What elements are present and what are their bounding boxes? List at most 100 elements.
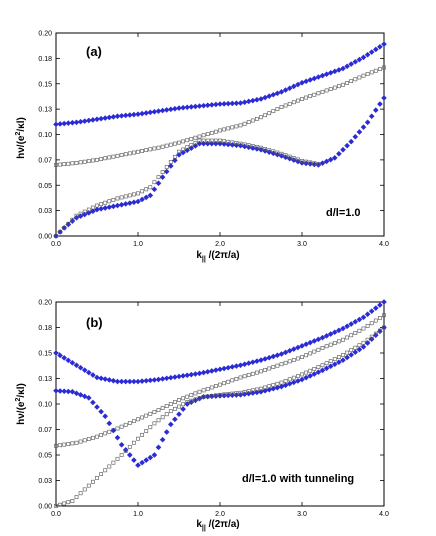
data-point-a-series-2 [327, 156, 334, 163]
data-point-b-series-2 [319, 367, 326, 374]
data-point-b-series-3 [267, 384, 272, 389]
data-point-a-series-1 [312, 92, 317, 97]
annotation-b: d/l=1.0 with tunneling [242, 473, 354, 485]
data-point-a-series-3 [152, 180, 157, 185]
data-point-a-series-3 [164, 165, 169, 169]
data-point-a-series-1 [353, 77, 358, 82]
x-tick-label-a: 4.0 [379, 241, 389, 248]
data-point-b-series-1 [160, 406, 165, 410]
data-point-b-series-3 [123, 449, 128, 453]
data-point-b-series-2 [155, 444, 162, 451]
data-point-b-series-1 [361, 326, 366, 331]
data-point-a-series-3 [308, 160, 313, 165]
data-point-a-series-3 [91, 205, 95, 210]
data-point-b-series-0 [196, 370, 203, 377]
data-point-b-series-1 [336, 339, 341, 344]
data-point-a-series-2 [172, 157, 178, 164]
data-point-b-series-3 [308, 368, 313, 373]
x-ticks-b: 0.0 1.0 2.0 3.0 4.0 [51, 302, 389, 518]
data-point-a-series-3 [246, 143, 251, 148]
data-point-b-series-3 [70, 498, 75, 503]
data-point-b-series-3 [54, 504, 58, 508]
data-point-b-series-1 [91, 435, 95, 440]
data-point-b-series-1 [177, 398, 181, 402]
data-point-b-series-1 [181, 396, 186, 401]
data-point-b-series-1 [152, 410, 157, 414]
data-point-a-series-3 [173, 154, 177, 159]
data-point-a-series-1 [144, 148, 149, 153]
data-point-a-series-0 [143, 110, 150, 116]
data-point-b-series-0 [213, 367, 219, 374]
data-point-a-series-1 [160, 144, 165, 149]
y-tick-label-b: 0.05 [38, 453, 52, 460]
y-tick-label-b: 0.18 [38, 325, 52, 332]
data-point-a-series-0 [110, 113, 117, 120]
data-point-a-series-0 [90, 117, 96, 123]
data-point-b-series-3 [234, 391, 239, 396]
data-point-b-series-1 [140, 415, 145, 420]
y-tick-label-b: 0.00 [38, 504, 52, 511]
data-point-a-series-0 [356, 56, 363, 63]
data-point-b-series-3 [242, 390, 247, 394]
data-point-a-series-2 [331, 154, 338, 161]
data-point-a-series-3 [259, 145, 263, 150]
data-point-b-series-0 [172, 374, 178, 380]
data-point-b-series-1 [246, 373, 251, 377]
panel-label-a: (a) [86, 44, 102, 59]
data-point-b-series-1 [250, 371, 255, 376]
data-point-a-series-3 [271, 149, 276, 154]
data-point-b-series-0 [176, 373, 182, 380]
data-point-a-series-2 [114, 202, 121, 209]
data-point-b-series-3 [361, 340, 366, 345]
y-tick-label-a: 0.07 [38, 157, 52, 164]
data-point-a-series-3 [123, 194, 128, 199]
data-point-a-series-3 [226, 139, 231, 144]
data-point-a-series-2 [372, 107, 379, 114]
data-point-b-series-1 [144, 413, 149, 418]
data-point-b-series-3 [99, 472, 104, 477]
data-point-b-series-0 [286, 347, 293, 354]
panel-a: 0.00 0.03 0.05 0.07 0.10 0.13 0.15 0.18 0.20 0.0… [15, 31, 389, 264]
annotation-a: d/l=1.0 [326, 207, 361, 219]
data-point-b-series-2 [90, 399, 96, 406]
data-point-b-series-3 [300, 372, 304, 377]
data-point-b-series-3 [291, 375, 296, 380]
data-point-a-series-2 [159, 174, 166, 181]
data-point-a-series-1 [74, 161, 79, 165]
data-point-b-series-3 [377, 328, 382, 333]
data-point-b-series-2 [340, 357, 346, 364]
data-point-b-series-1 [295, 356, 300, 361]
data-point-b-series-0 [295, 344, 301, 351]
data-point-b-series-2 [336, 359, 342, 366]
data-point-a-series-3 [119, 195, 124, 200]
data-point-a-series-1 [140, 149, 145, 153]
data-point-a-series-0 [81, 118, 88, 124]
data-point-b-series-1 [242, 374, 247, 379]
data-point-b-series-0 [237, 362, 244, 369]
data-point-b-series-0 [204, 368, 211, 375]
data-point-a-series-2 [377, 101, 383, 107]
data-point-b-series-3 [86, 483, 91, 488]
data-point-a-series-1 [324, 88, 329, 93]
data-point-a-series-0 [85, 117, 92, 124]
data-point-b-series-3 [353, 345, 358, 350]
data-point-b-series-2 [327, 363, 334, 370]
data-point-b-series-1 [201, 388, 206, 393]
data-point-b-series-1 [291, 358, 296, 362]
data-point-b-series-1 [226, 379, 231, 384]
data-point-a-series-0 [303, 78, 309, 85]
data-point-a-series-2 [122, 201, 129, 207]
data-point-a-series-3 [54, 234, 58, 238]
data-point-b-series-0 [114, 378, 121, 385]
data-point-b-series-3 [58, 502, 63, 507]
data-point-a-series-0 [352, 58, 359, 65]
data-point-b-series-2 [315, 369, 322, 376]
panel-b: 0.00 0.03 0.05 0.07 0.10 0.13 0.15 0.18 0.20 0.0… [15, 299, 389, 532]
data-point-a-series-3 [287, 154, 292, 159]
data-point-a-series-1 [255, 116, 259, 121]
data-point-b-series-3 [218, 392, 222, 397]
data-point-b-series-2 [61, 388, 68, 395]
data-point-b-series-3 [328, 359, 333, 364]
data-point-a-series-3 [74, 213, 79, 218]
